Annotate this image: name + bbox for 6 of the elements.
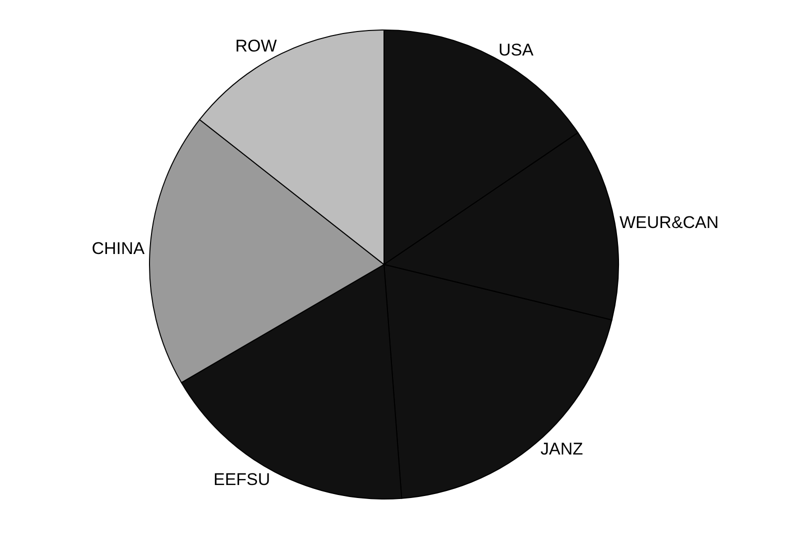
slice-label: CHINA: [92, 238, 146, 258]
slice-label: USA: [498, 40, 534, 60]
slice-label: WEUR&CAN: [620, 212, 719, 232]
slice-label: EEFSU: [213, 470, 270, 490]
slice-label: JANZ: [540, 439, 583, 458]
slice-label: ROW: [235, 36, 277, 56]
